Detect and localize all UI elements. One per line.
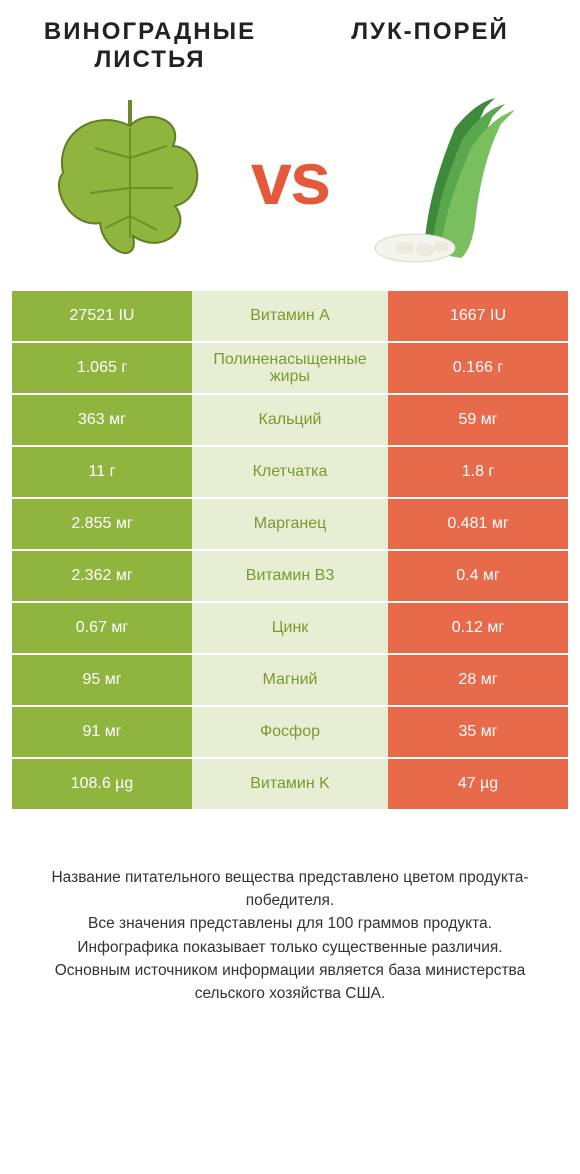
table-row: 27521 IU Витамин A 1667 IU [12,291,568,341]
footer-line: Инфографика показывает только существенн… [32,937,548,959]
left-value: 2.362 мг [12,551,192,601]
left-product-title: ВИНОГРАДНЫЕ ЛИСТЬЯ [30,18,270,73]
table-row: 2.362 мг Витамин B3 0.4 мг [12,551,568,601]
nutrient-label: Витамин A [192,291,388,341]
table-row: 1.065 г Полиненасыщенные жиры 0.166 г [12,343,568,393]
table-row: 0.67 мг Цинк 0.12 мг [12,603,568,653]
right-product-image [360,83,540,273]
nutrient-label: Цинк [192,603,388,653]
table-row: 95 мг Магний 28 мг [12,655,568,705]
right-value: 0.4 мг [388,551,568,601]
table-row: 363 мг Кальций 59 мг [12,395,568,445]
left-value: 1.065 г [12,343,192,393]
nutrient-label: Кальций [192,395,388,445]
left-value: 0.67 мг [12,603,192,653]
table-row: 91 мг Фосфор 35 мг [12,707,568,757]
nutrient-label: Клетчатка [192,447,388,497]
nutrient-label: Фосфор [192,707,388,757]
right-value: 47 µg [388,759,568,809]
right-value: 35 мг [388,707,568,757]
left-value: 363 мг [12,395,192,445]
footer-line: Основным источником информации является … [32,960,548,1005]
left-value: 108.6 µg [12,759,192,809]
nutrient-label: Витамин K [192,759,388,809]
nutrient-label: Магний [192,655,388,705]
right-value: 59 мг [388,395,568,445]
left-value: 95 мг [12,655,192,705]
table-row: 11 г Клетчатка 1.8 г [12,447,568,497]
vs-label: vs [251,136,329,221]
grape-leaf-icon [45,88,215,268]
nutrient-label: Полиненасыщенные жиры [192,343,388,393]
left-product-image [40,83,220,273]
right-value: 1667 IU [388,291,568,341]
comparison-table: 27521 IU Витамин A 1667 IU 1.065 г Полин… [0,291,580,809]
right-product-title: ЛУК-ПОРЕЙ [310,18,550,46]
footer-line: Все значения представлены для 100 граммо… [32,913,548,935]
footer-line: Название питательного вещества представл… [32,867,548,912]
right-value: 28 мг [388,655,568,705]
right-value: 0.481 мг [388,499,568,549]
table-row: 108.6 µg Витамин K 47 µg [12,759,568,809]
leek-icon [365,88,535,268]
left-value: 11 г [12,447,192,497]
table-row: 2.855 мг Марганец 0.481 мг [12,499,568,549]
header: ВИНОГРАДНЫЕ ЛИСТЬЯ ЛУК-ПОРЕЙ [0,0,580,73]
left-value: 2.855 мг [12,499,192,549]
right-value: 1.8 г [388,447,568,497]
left-value: 27521 IU [12,291,192,341]
left-value: 91 мг [12,707,192,757]
right-value: 0.12 мг [388,603,568,653]
nutrient-label: Марганец [192,499,388,549]
footer-notes: Название питательного вещества представл… [0,811,580,1005]
nutrient-label: Витамин B3 [192,551,388,601]
images-row: vs [0,73,580,291]
right-value: 0.166 г [388,343,568,393]
